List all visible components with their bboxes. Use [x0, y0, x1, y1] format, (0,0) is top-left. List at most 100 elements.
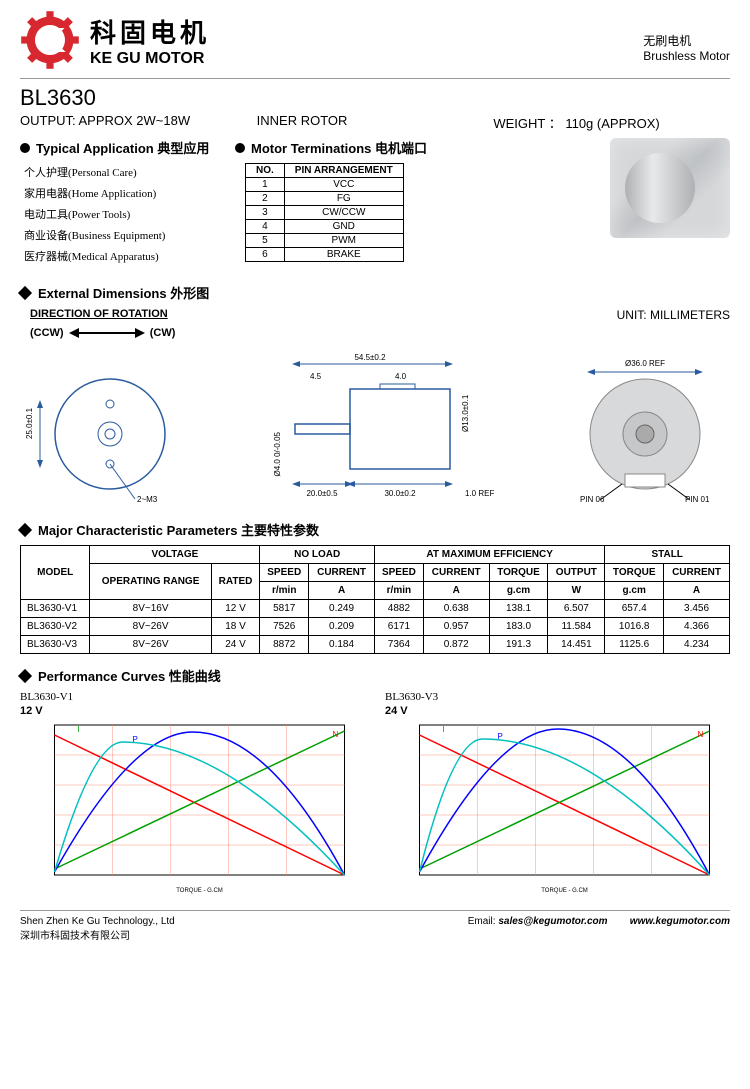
th: A — [309, 582, 375, 600]
td: 5 — [246, 234, 285, 248]
td: 183.0 — [489, 618, 548, 636]
td: 0.249 — [309, 600, 375, 618]
td: 6.507 — [548, 600, 605, 618]
table-row: BL3630-V28V~26V18 V75260.20961710.957183… — [21, 618, 730, 636]
td: 12 V — [211, 600, 260, 618]
curve-name: BL3630-V1 — [20, 691, 365, 703]
th: W — [548, 582, 605, 600]
td: 1016.8 — [605, 618, 664, 636]
td: 138.1 — [489, 600, 548, 618]
performance-chart: IPN TORQUE - G.CM — [385, 717, 730, 897]
th: A — [423, 582, 489, 600]
td: 18 V — [211, 618, 260, 636]
td: PWM — [284, 234, 403, 248]
td: 14.451 — [548, 636, 605, 654]
td: 5817 — [260, 600, 309, 618]
td: 7364 — [374, 636, 423, 654]
front-view-drawing: 25.0±0.1 2~M3 — [20, 344, 180, 504]
dim-text: PIN 06 — [580, 495, 605, 504]
svg-text:P: P — [133, 735, 138, 744]
brand-cn: 科固电机 — [90, 13, 643, 50]
list-item: 家用电器(Home Application) — [24, 184, 235, 205]
td: 4882 — [374, 600, 423, 618]
xlabel: TORQUE - G.CM — [176, 888, 223, 894]
unit-label: UNIT: MILLIMETERS — [617, 308, 730, 322]
bullet-icon — [235, 143, 245, 153]
dim-text: 4.5 — [310, 372, 322, 381]
brand-en: KE GU MOTOR — [90, 50, 643, 68]
td: 7526 — [260, 618, 309, 636]
brand-sub: 无刷电机 Brushless Motor — [643, 32, 730, 63]
th: CURRENT — [309, 564, 375, 582]
td: 191.3 — [489, 636, 548, 654]
company-en: Shen Zhen Ke Gu Technology., Ltd — [20, 916, 468, 927]
side-view-drawing: 54.5±0.2 4.5 4.0 Ø4.0 0/-0.05 Ø13.0±0.1 … — [240, 344, 500, 504]
td: 11.584 — [548, 618, 605, 636]
td: 0.957 — [423, 618, 489, 636]
td: 8872 — [260, 636, 309, 654]
motor-photo-column — [590, 138, 730, 271]
th: NO. — [246, 164, 285, 178]
td: BL3630-V1 — [21, 600, 90, 618]
back-view-drawing: Ø36.0 REF PIN 06 PIN 01 — [560, 344, 730, 504]
td: 3 — [246, 206, 285, 220]
th: VOLTAGE — [90, 546, 260, 564]
motor-photo — [610, 138, 730, 238]
td: 24 V — [211, 636, 260, 654]
inner-rotor: INNER ROTOR — [257, 113, 494, 132]
th: A — [664, 582, 730, 600]
td: BL3630-V2 — [21, 618, 90, 636]
curve-name: BL3630-V3 — [385, 691, 730, 703]
dim-text: 1.0 REF — [465, 489, 494, 498]
xlabel: TORQUE - G.CM — [541, 888, 588, 894]
dim-text: 20.0±0.5 — [306, 489, 338, 498]
td: 8V~16V — [90, 600, 211, 618]
th: RATED — [211, 564, 260, 600]
dim-text: PIN 01 — [685, 495, 710, 504]
td: 4.366 — [664, 618, 730, 636]
th: SPEED — [260, 564, 309, 582]
email-link[interactable]: sales@kegumotor.com — [498, 916, 607, 927]
dim-text: 4.0 — [395, 372, 407, 381]
weight-spec: WEIGHT ： 110g (APPROX) — [493, 113, 730, 132]
bullet-icon — [20, 143, 30, 153]
td: 6171 — [374, 618, 423, 636]
cw-label: (CW) — [150, 327, 176, 339]
td: 6 — [246, 248, 285, 262]
th: OUTPUT — [548, 564, 605, 582]
website-link[interactable]: www.kegumotor.com — [630, 916, 730, 927]
dim-text: 2~M3 — [137, 495, 158, 504]
term-title: Motor Terminations 电机端口 — [251, 138, 427, 157]
app-title: Typical Application 典型应用 — [36, 138, 209, 157]
dims-title: External Dimensions 外形图 — [38, 283, 209, 302]
double-arrow-icon — [67, 326, 147, 340]
th: g.cm — [489, 582, 548, 600]
params-title: Major Characteristic Parameters 主要特性参数 — [38, 520, 319, 539]
list-item: 个人护理(Personal Care) — [24, 163, 235, 184]
diamond-icon — [18, 523, 32, 537]
rotation-arrows: (CCW) (CW) — [30, 326, 730, 340]
td: BL3630-V3 — [21, 636, 90, 654]
table-row: BL3630-V38V~26V24 V88720.18473640.872191… — [21, 636, 730, 654]
terminations-column: Motor Terminations 电机端口 NO.PIN ARRANGEME… — [235, 138, 590, 271]
svg-text:I: I — [78, 725, 80, 734]
footer: Shen Zhen Ke Gu Technology., Ltd 深圳市科固技术… — [20, 910, 730, 942]
curve-voltage: 12 V — [20, 705, 365, 717]
curve-voltage: 24 V — [385, 705, 730, 717]
app-list: 个人护理(Personal Care) 家用电器(Home Applicatio… — [20, 163, 235, 267]
td: 0.184 — [309, 636, 375, 654]
pin-table: NO.PIN ARRANGEMENT 1VCC 2FG 3CW/CCW 4GND… — [245, 163, 404, 262]
curves-title: Performance Curves 性能曲线 — [38, 666, 221, 685]
output-spec: OUTPUT: APPROX 2W~18W — [20, 113, 257, 132]
td: 1 — [246, 178, 285, 192]
th: r/min — [260, 582, 309, 600]
th: TORQUE — [605, 564, 664, 582]
td: 1125.6 — [605, 636, 664, 654]
th: AT MAXIMUM EFFICIENCY — [374, 546, 604, 564]
company-cn: 深圳市科固技术有限公司 — [20, 927, 468, 942]
dim-text: 25.0±0.1 — [25, 408, 34, 440]
td: 8V~26V — [90, 618, 211, 636]
performance-chart: IPN TORQUE - G.CM — [20, 717, 365, 897]
td: 4.234 — [664, 636, 730, 654]
characteristics-table: MODEL VOLTAGE NO LOAD AT MAXIMUM EFFICIE… — [20, 545, 730, 654]
